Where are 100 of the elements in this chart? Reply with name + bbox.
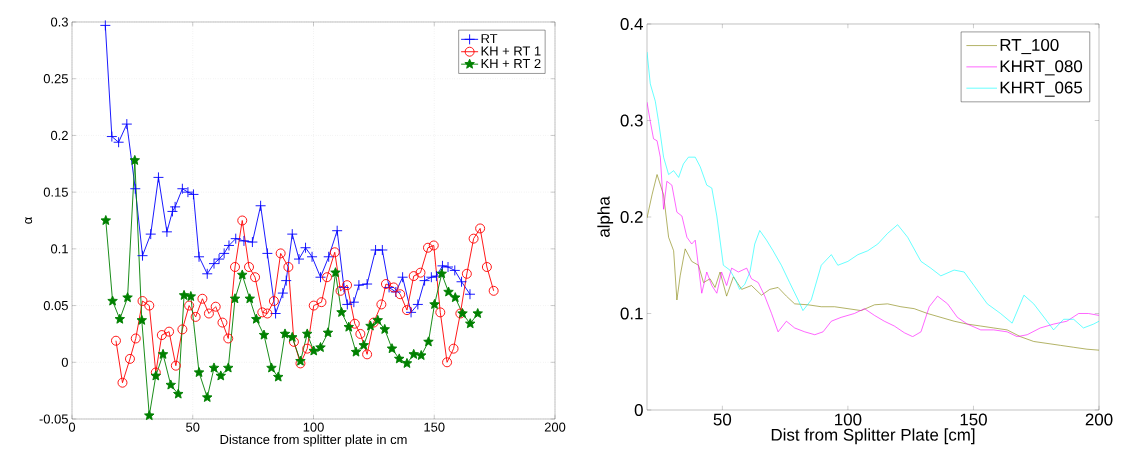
point [402, 305, 412, 316]
point [169, 201, 181, 213]
point [475, 223, 486, 234]
point [350, 346, 362, 357]
point [170, 360, 181, 371]
point [468, 233, 479, 244]
point [223, 333, 234, 344]
point [275, 248, 286, 259]
point [193, 367, 205, 377]
point [177, 324, 188, 335]
x-tick-label: 50 [713, 413, 732, 426]
point [361, 278, 373, 290]
point [412, 298, 424, 310]
point [435, 307, 446, 318]
y-tick-label: 0.3 [620, 114, 643, 127]
point [261, 247, 273, 259]
point [450, 292, 461, 303]
x-tick-label: 50 [186, 422, 200, 432]
point [184, 300, 195, 311]
point [381, 279, 391, 289]
legend-label: RT [481, 34, 498, 44]
x-tick-label: 200 [544, 422, 566, 432]
point [423, 242, 433, 253]
point [322, 272, 332, 283]
point [376, 299, 387, 310]
point [408, 348, 419, 359]
point [442, 357, 452, 368]
point [244, 293, 255, 304]
point [178, 289, 190, 300]
point [164, 326, 175, 337]
point [262, 308, 273, 319]
point [257, 307, 268, 318]
point [343, 321, 354, 332]
point [430, 270, 442, 282]
x-axis-title: Distance from splitter plate in cm [220, 434, 407, 447]
point [302, 328, 313, 339]
point [255, 200, 267, 212]
point [121, 118, 133, 130]
x-tick-label: 100 [835, 413, 862, 426]
point [107, 295, 118, 306]
point [197, 293, 208, 304]
x-tick-label: 150 [424, 422, 445, 432]
point [230, 233, 242, 245]
point [331, 225, 343, 237]
point [280, 275, 292, 287]
point [358, 339, 369, 350]
y-tick-label: 0.1 [620, 307, 643, 320]
point [456, 276, 467, 288]
point [408, 271, 419, 282]
point [111, 335, 121, 346]
point [349, 318, 360, 329]
point [308, 345, 319, 356]
point [302, 343, 313, 354]
point [153, 171, 164, 183]
y-tick-label: -0.05 [39, 414, 68, 424]
point [173, 388, 184, 399]
point [237, 269, 248, 280]
point [287, 331, 298, 342]
point [99, 19, 111, 31]
point [244, 262, 254, 272]
point [288, 336, 299, 347]
point [464, 288, 476, 300]
y-tick-label: 0 [634, 404, 643, 416]
point [293, 253, 305, 265]
point [202, 392, 213, 402]
y-tick-label: 0.25 [43, 74, 68, 84]
point [388, 282, 399, 293]
point [472, 308, 483, 318]
point [425, 271, 437, 283]
point [338, 281, 350, 293]
point [161, 226, 173, 238]
point [353, 279, 365, 291]
point [323, 251, 335, 263]
point [429, 298, 440, 309]
point [137, 250, 148, 262]
point [250, 272, 261, 283]
point [130, 333, 141, 344]
point [461, 268, 472, 279]
point [355, 328, 366, 339]
y-tick-label: 0.15 [43, 187, 68, 197]
point [217, 317, 228, 328]
point [218, 247, 230, 259]
y-tick-label: 0.4 [620, 18, 643, 30]
y-axis-title: α [25, 217, 33, 224]
point [266, 362, 277, 373]
point [125, 353, 135, 364]
point [137, 296, 148, 306]
legend-label: KH + RT 1 [481, 46, 541, 56]
y-axis-title: alpha [597, 196, 614, 237]
point [286, 228, 298, 240]
point [428, 240, 439, 251]
point [223, 362, 234, 373]
x-tick-label: 200 [1085, 413, 1113, 426]
y-tick-label: 0.2 [620, 211, 643, 223]
point [397, 271, 409, 283]
point [145, 228, 157, 240]
point [488, 285, 499, 296]
point [237, 215, 248, 226]
point [114, 313, 126, 324]
point [348, 296, 360, 308]
